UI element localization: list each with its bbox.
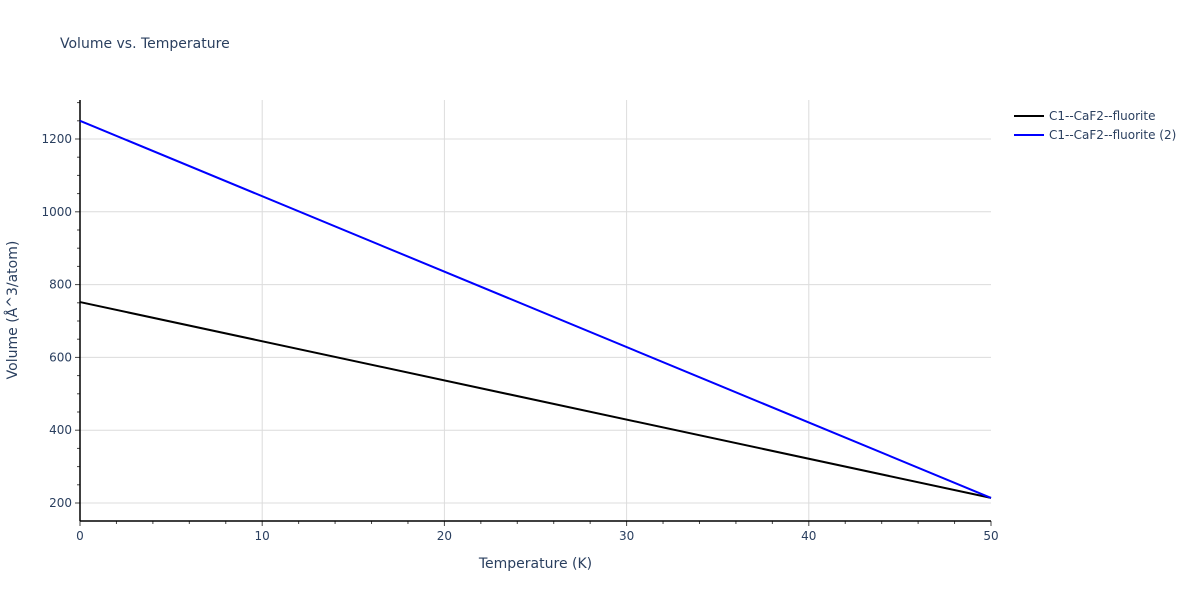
y-tick-label: 1000 [41, 205, 72, 219]
y-tick-label: 600 [49, 350, 72, 364]
legend-swatch-icon [1014, 133, 1044, 136]
legend-swatch-icon [1014, 114, 1044, 117]
legend-label: C1--CaF2--fluorite [1049, 108, 1156, 123]
series-line-1[interactable] [79, 301, 992, 499]
y-tick-label: 1200 [41, 132, 72, 146]
x-tick-label: 0 [76, 529, 84, 543]
x-tick-label: 20 [437, 529, 452, 543]
x-axis-title: Temperature (K) [478, 556, 592, 572]
legend-item-series-1[interactable]: C1--CaF2--fluorite [1014, 106, 1176, 125]
y-axis-title: Volume (Å^3/atom) [4, 241, 21, 380]
legend-item-series-2[interactable]: C1--CaF2--fluorite (2) [1014, 125, 1176, 144]
x-tick-label: 30 [619, 529, 634, 543]
x-tick-label: 10 [255, 529, 270, 543]
chart-title: Volume vs. Temperature [60, 36, 230, 52]
x-tick-label: 40 [801, 529, 816, 543]
series-line-2[interactable] [79, 119, 992, 499]
y-tick-label: 200 [49, 496, 72, 510]
x-tick-label: 50 [983, 529, 998, 543]
y-tick-label: 800 [49, 278, 72, 292]
y-tick-label: 400 [49, 423, 72, 437]
legend-label: C1--CaF2--fluorite (2) [1049, 127, 1177, 142]
legend: C1--CaF2--fluorite C1--CaF2--fluorite (2… [1014, 106, 1176, 144]
